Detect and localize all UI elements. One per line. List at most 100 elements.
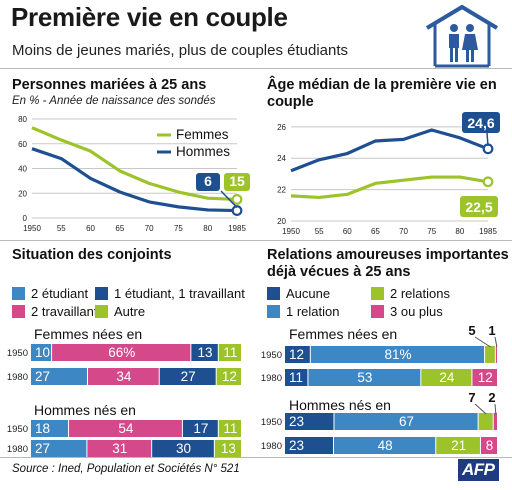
bar-segment-label: 13	[221, 441, 236, 456]
series-line	[290, 128, 489, 173]
bar-segment-label: 27	[35, 441, 50, 456]
couple-house-icon	[425, 4, 499, 68]
afp-logo: AFP	[458, 459, 499, 481]
value-label: 22,5	[465, 199, 492, 215]
bar-segment	[31, 440, 87, 457]
bar-segment-label: 30	[176, 441, 191, 456]
x-tick-label: 1985	[228, 224, 246, 233]
value-label-box	[196, 173, 220, 191]
bar-segment	[472, 369, 497, 386]
x-tick-label: 80	[203, 224, 212, 233]
legend-item-3-ou-plus: 3 ou plus	[371, 304, 443, 319]
bar-segment-label: 48	[378, 438, 393, 453]
row-year-label: 1980	[7, 444, 28, 455]
y-tick-label: 40	[18, 165, 27, 174]
x-tick-label: 70	[145, 224, 154, 233]
partners-stacked-bar-chart: 1950 10 66% 13 11 1980 27 34 27 12 1950 18 54 17 11 198…	[7, 344, 241, 457]
bar-segment-label: 5	[468, 323, 475, 338]
value-label: 15	[229, 173, 245, 189]
x-tick-label: 75	[174, 224, 183, 233]
y-tick-label: 80	[18, 115, 27, 124]
bar-segment-label: 1	[488, 323, 495, 338]
bar-segment-label: 11	[289, 370, 303, 385]
bar-segment-label: 81%	[384, 347, 411, 362]
relations-men-group-label: Hommes nés en	[289, 397, 391, 413]
row-year-label: 1980	[261, 441, 282, 452]
legend-item-aucune: Aucune	[267, 286, 330, 301]
bar-segment-label: 27	[35, 369, 50, 384]
bar-segment-label: 11	[223, 421, 237, 436]
row-year-label: 1980	[7, 372, 28, 383]
married-chart-title: Personnes mariées à 25 ans	[12, 77, 207, 93]
bar-segment-label: 24	[439, 370, 455, 385]
legend-label: Hommes	[176, 144, 230, 159]
series-line	[31, 126, 238, 202]
bar-segment	[285, 346, 310, 363]
y-tick-label: 22	[277, 186, 286, 195]
legend-item-2-etudiant: 2 étudiant	[12, 286, 88, 301]
bar-segment	[285, 369, 308, 386]
relations-chart-title: Relations amoureuses importantes déjà vé…	[267, 247, 509, 280]
page-subtitle: Moins de jeunes mariés, plus de couples …	[12, 42, 349, 59]
bar-segment-label: 7	[468, 390, 475, 405]
median-age-chart-title: Âge médian de la première vie en couple	[267, 77, 497, 110]
x-tick-label: 75	[427, 227, 436, 236]
value-label-box	[224, 173, 250, 191]
bar-segment	[31, 368, 87, 385]
y-tick-label: 60	[18, 140, 27, 149]
legend-item-1-etudiant: 1 étudiant, 1 travaillant	[95, 286, 245, 301]
legend-item-autre: Autre	[95, 304, 145, 319]
bar-segment-label: 21	[451, 438, 466, 453]
x-tick-label: 70	[399, 227, 408, 236]
page-title: Première vie en couple	[11, 2, 288, 32]
bar-segment-label: 10	[35, 345, 50, 360]
bar-segment-label: 12	[289, 347, 304, 362]
partners-chart-title: Situation des conjoints	[12, 247, 172, 263]
bar-segment	[333, 437, 436, 454]
y-tick-label: 0	[23, 214, 28, 223]
x-tick-label: 55	[315, 227, 324, 236]
row-year-label: 1950	[261, 417, 282, 428]
header-divider	[0, 68, 512, 69]
bar-segment	[214, 440, 241, 457]
y-tick-label: 20	[277, 217, 286, 226]
x-tick-label: 55	[57, 224, 66, 233]
partners-men-group-label: Hommes nés en	[34, 402, 136, 418]
row-year-label: 1950	[7, 348, 28, 359]
x-tick-label: 60	[343, 227, 352, 236]
source-note: Source : Ined, Population et Sociétés N°…	[12, 463, 240, 475]
value-label: 6	[204, 173, 212, 189]
bar-segment	[285, 437, 333, 454]
x-tick-label: 1950	[23, 224, 41, 233]
bar-segment	[493, 413, 497, 430]
mid-divider	[0, 240, 512, 241]
bar-segment-label: 12	[222, 369, 237, 384]
bar-segment-label: 27	[181, 369, 196, 384]
bar-segment	[285, 413, 334, 430]
legend-item-2-relations: 2 relations	[371, 286, 450, 301]
y-tick-label: 20	[18, 189, 27, 198]
bar-segment	[310, 346, 485, 363]
bar-segment	[31, 344, 52, 361]
bar-segment	[191, 344, 218, 361]
value-label-leader	[486, 132, 489, 146]
bar-segment	[485, 346, 495, 363]
bar-segment	[216, 368, 241, 385]
row-year-label: 1980	[261, 373, 282, 384]
footer-divider	[0, 457, 512, 458]
value-label-leader	[220, 190, 238, 209]
bar-segment-label: 54	[118, 421, 134, 436]
series-end-marker	[231, 205, 243, 216]
bar-segment-label: 53	[357, 370, 372, 385]
bar-segment	[159, 368, 216, 385]
bar-segment-label: 8	[486, 438, 494, 453]
bar-segment	[218, 344, 241, 361]
x-tick-label: 65	[371, 227, 380, 236]
bar-segment-label: 67	[399, 414, 414, 429]
bar-segment	[218, 420, 241, 437]
bar-label-leader	[474, 336, 491, 348]
bar-segment-label: 2	[488, 390, 495, 405]
bar-segment	[421, 369, 472, 386]
bar-segment	[480, 437, 497, 454]
x-tick-label: 60	[86, 224, 95, 233]
